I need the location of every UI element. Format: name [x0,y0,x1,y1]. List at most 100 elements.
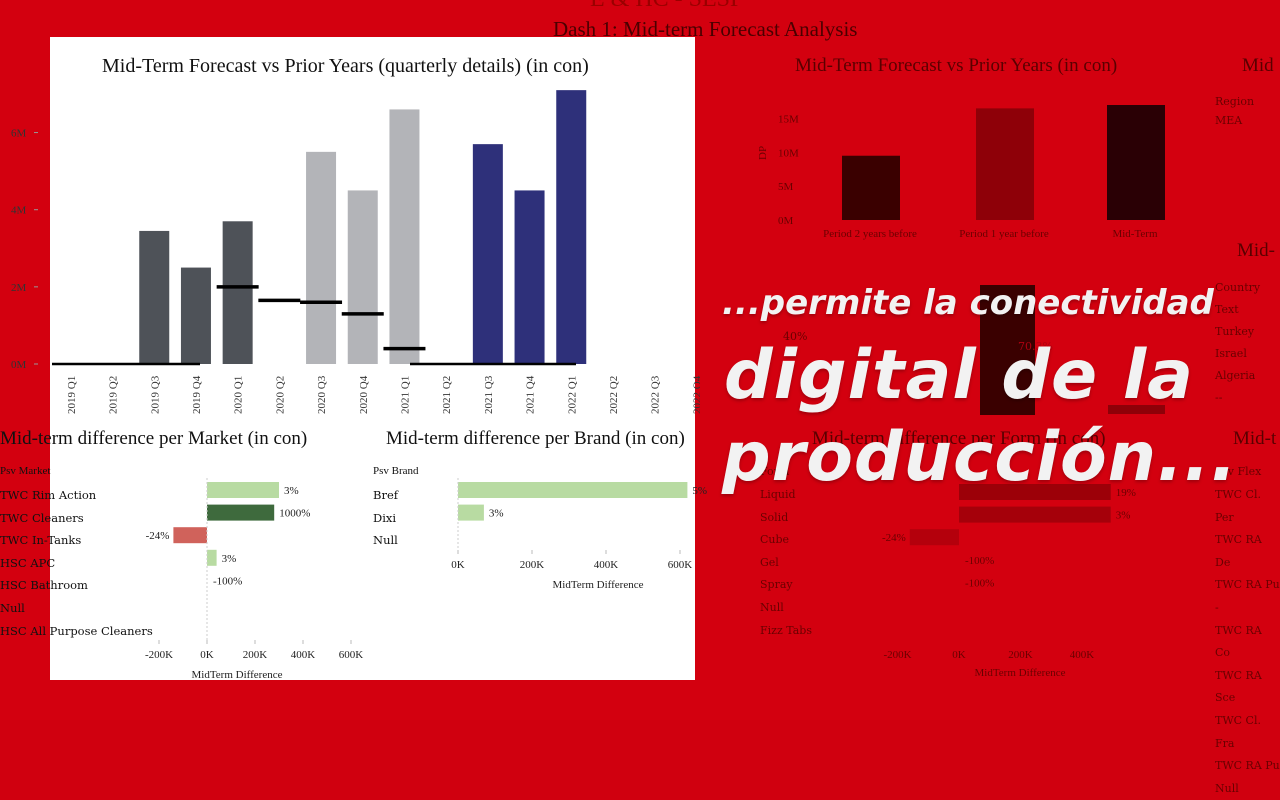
ghost-country-title: Mid- [1237,240,1275,261]
x-tick-label: 2020 Q4 [358,375,370,414]
bar-2021-Q4 [514,190,545,364]
category-label: - [1215,600,1219,614]
ghost-country-list: Country Text Turkey Israel Algeria -- [1215,277,1280,409]
ghost-mid-percent: 40% [783,330,808,343]
brand-chart-title: Mid-term difference per Brand (in con) [386,428,685,449]
bar-hsc-apc [207,549,217,566]
category-label: Fizz Tabs [760,623,812,637]
category-label: HSC APC [0,555,56,570]
x-tick-label: 2020 Q2 [274,376,286,414]
subtitle-line-2: digital de la [724,336,1195,415]
x-tick-label: 2022 Q4 [691,375,700,414]
x-tick-label: 2021 Q1 [399,376,411,414]
market-chart-title: Mid-term difference per Market (in con) [0,428,308,449]
category-label: Turkey [1215,325,1255,338]
brand-difference-chart: 5% 3% 0K 200K 400K 600K MidTerm Difference [451,478,707,591]
bar-2021-Q3 [472,144,503,364]
ghost-y-tick: 10M [778,147,799,159]
category-label: Solid [760,510,789,524]
category-label: TWC RA Sce [1215,668,1262,705]
x-tick-label: 2019 Q4 [191,375,203,414]
category-label: Gel [760,555,779,569]
x-axis-label: MidTerm Difference [192,669,283,681]
ghost-flex-title: Mid-t [1233,428,1277,449]
x-tick-label: 2019 Q1 [66,376,78,414]
market-category-list: TWC Rim Action TWC Cleaners TWC In-Tanks HS… [0,484,153,642]
x-tick-label: 600K [339,649,364,661]
ghost-form-chart: 19% 3% -24% -100% -100% -200K 0K 200K 400K MidTer… [882,484,1136,679]
ghost-y-tick: 15M [778,114,799,126]
ghost-form-tick: -200K [883,649,911,661]
bar-2019-Q4 [180,267,211,364]
main-chart-title: Mid-Term Forecast vs Prior Years (quarte… [102,55,589,77]
category-label: TWC RA Pu [1215,759,1280,773]
data-label: 3% [489,508,504,520]
ghost-y-tick: 0M [778,215,794,227]
category-label: MEA [1215,114,1243,127]
category-label: Spray [760,578,793,592]
y-tick-label: 4M [11,205,27,217]
category-label: TWC Cl. Per [1215,488,1261,524]
category-label: Liquid [760,488,796,501]
data-label: 3% [284,485,299,497]
ghost-form-bar [909,529,959,546]
category-label: -- [1215,391,1223,404]
y-tick-label: 0M [11,359,27,371]
bar-2022-Q1 [556,90,587,365]
ghost-form-label: -100% [965,577,994,589]
ghost-y-tick: 5M [778,181,794,193]
ghost-region-list: Region MEA [1215,92,1254,130]
x-tick-label: 0K [200,649,214,661]
x-tick-label: -200K [145,649,173,661]
bar-twc-cleaners [207,504,275,521]
x-tick-label: 2022 Q3 [650,375,662,414]
ghost-form-bar [959,484,1111,500]
category-label: Null [373,533,398,548]
x-tick-label: 200K [520,559,545,571]
x-tick-label: 2021 Q4 [525,375,537,414]
category-label: Region [1215,95,1255,108]
ghost-form-header: Form [760,465,790,478]
ghost-form-label: 19% [1116,487,1136,499]
category-label: Null [760,600,784,614]
subtitle-line-3: producción... [722,418,1238,497]
data-label: -100% [213,575,242,587]
x-tick-label: 2021 Q2 [441,376,453,414]
data-label: 5% [692,485,707,497]
ghost-form-bar [959,506,1111,523]
category-label: TWC Rim Action [0,488,97,502]
ghost-bar [842,155,900,220]
category-label: TWC Cl. Fra [1215,713,1261,750]
ghost-x-label: Period 2 years before [823,228,917,240]
brand-category-list: Bref Dixi Null [373,484,398,552]
ghost-bar [976,108,1034,220]
bar-bref [458,482,688,498]
ghost-form-list: Liquid Solid Cube Gel Spray Null Fizz Tabs [760,484,812,642]
category-label: Algeria [1215,369,1256,382]
x-tick-label: 2021 Q3 [483,375,495,414]
ghost-mid-small-bar [1108,405,1165,414]
x-tick-label: 0K [451,559,465,571]
x-tick-label: 2022 Q2 [608,376,620,414]
bar-2020-Q1 [222,221,253,364]
x-tick-label: 600K [668,559,693,571]
category-label: TWC RA De [1215,533,1262,569]
x-tick-label: 200K [243,649,268,661]
bar-2020-Q3 [306,151,337,364]
ghost-x-label: Period 1 year before [959,228,1049,240]
x-tick-label: 2020 Q3 [316,375,328,414]
x-tick-label: 2019 Q2 [108,376,120,414]
ghost-flex-list: TWC Cl. Per TWC RA De TWC RA Pu - TWC RA Co T… [1215,484,1280,800]
category-label: TWC Cleaners [0,510,84,525]
category-label: Bref [373,488,399,502]
bar-twc-rim-action [207,482,279,498]
data-label: 3% [222,553,237,565]
ghost-mid-dark-block [980,285,1035,415]
ghost-form-tick: 0K [952,649,966,661]
category-label: Null [1215,781,1239,795]
dashboard-top-title: E & HC - SESP [590,0,743,13]
ghost-y-label: DP [757,146,769,160]
brand-header: Psv Brand [373,465,419,477]
category-label: HSC Bathroom [0,578,88,593]
bar-2021-Q1 [389,109,420,364]
